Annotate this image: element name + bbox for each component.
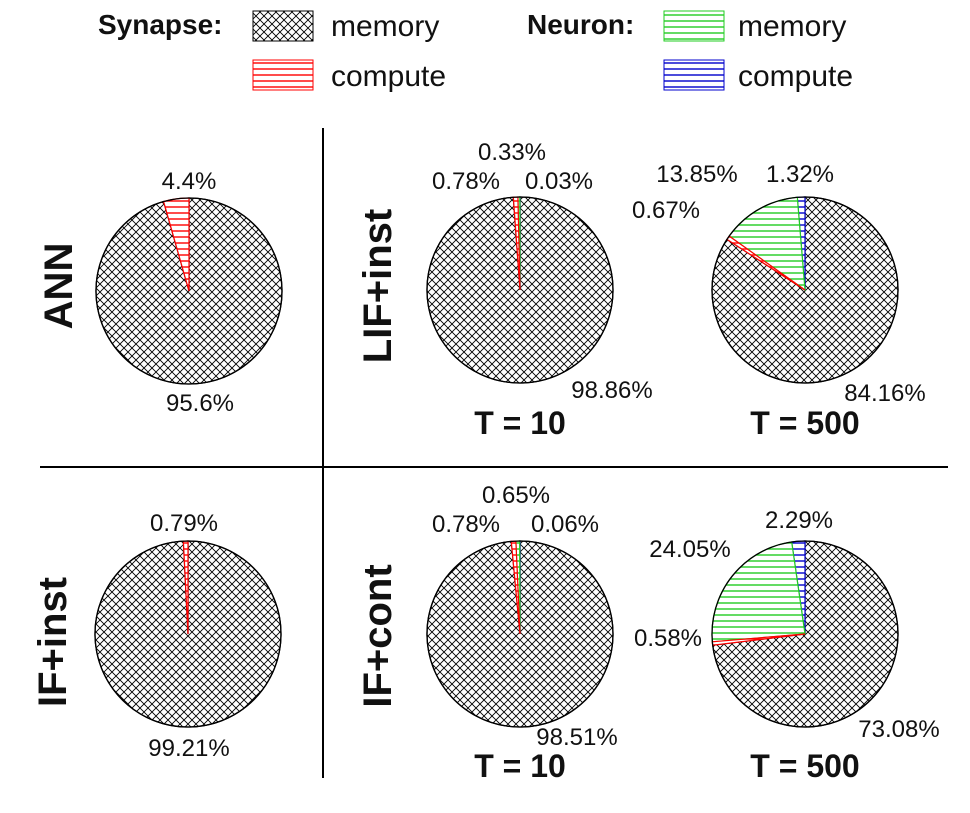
legend: Synapse: memory compute Neuron: memory c… xyxy=(98,9,853,93)
time-label-t500-bottom: T = 500 xyxy=(750,748,859,784)
legend-synapse-header: Synapse: xyxy=(98,9,223,40)
pie-chart-ifcont-t10: 98.51% 0.78%0.65%0.06% xyxy=(427,482,618,751)
legend-synapse-memory-label: memory xyxy=(331,10,439,43)
pie-label-neuron-compute: 1.32% xyxy=(766,161,834,188)
pie-label-neuron-memory: 0.65% xyxy=(482,482,550,509)
pie-label-synapse-memory: 73.08% xyxy=(858,716,939,743)
row-label-ann: ANN xyxy=(37,243,81,330)
time-label-t500-top: T = 500 xyxy=(750,405,859,441)
pie-chart-lif-t10: 98.86% 0.78%0.33%0.03% xyxy=(427,139,653,404)
row-label-if-cont: IF+cont xyxy=(356,564,400,707)
pie-label-synapse-compute: 0.58% xyxy=(634,625,702,652)
pie-chart-lif-t500: 84.16% 0.67% 13.85% 1.32% xyxy=(632,161,926,407)
pie-label-synapse-memory: 84.16% xyxy=(844,380,925,407)
pie-label-synapse-compute: 0.78% xyxy=(432,511,500,538)
pie-label-synapse-compute: 4.4% xyxy=(162,168,217,195)
legend-neuron-header: Neuron: xyxy=(527,9,634,40)
legend-neuron-compute-label: compute xyxy=(738,60,853,93)
pie-label-neuron-compute: 0.03% xyxy=(525,168,593,195)
pie-label-synapse-memory: 99.21% xyxy=(148,735,229,762)
pie-label-synapse-memory: 95.6% xyxy=(166,390,234,417)
pie-label-neuron-compute: 0.06% xyxy=(531,511,599,538)
legend-neuron-compute-swatch xyxy=(664,60,724,90)
legend-synapse-compute-swatch xyxy=(253,60,313,90)
pie-label-neuron-memory: 13.85% xyxy=(656,161,737,188)
pie-label-neuron-memory: 24.05% xyxy=(649,536,730,563)
time-label-t10-top: T = 10 xyxy=(474,405,566,441)
pie-label-synapse-compute: 0.67% xyxy=(632,197,700,224)
legend-synapse-compute-label: compute xyxy=(331,60,446,93)
pie-chart-ifcont-t500: 73.08% 0.58% 24.05% 2.29% xyxy=(634,507,940,743)
pie-label-synapse-compute: 0.79% xyxy=(150,510,218,537)
pie-label-synapse-memory: 98.86% xyxy=(571,377,652,404)
legend-neuron-memory-swatch xyxy=(664,11,724,41)
legend-synapse-memory-swatch xyxy=(253,11,313,41)
pie-chart-if-inst: 99.21% 0.79% xyxy=(95,510,281,762)
legend-neuron-memory-label: memory xyxy=(738,10,846,43)
row-label-if-inst: IF+inst xyxy=(31,577,75,707)
pie-label-neuron-compute: 2.29% xyxy=(765,507,833,534)
time-label-t10-bottom: T = 10 xyxy=(474,748,566,784)
pie-label-synapse-memory: 98.51% xyxy=(536,724,617,751)
pie-chart-ann: 95.6% 4.4% xyxy=(96,168,282,417)
pie-label-neuron-memory: 0.33% xyxy=(478,139,546,166)
row-label-lif-inst: LIF+inst xyxy=(356,209,400,363)
pie-label-synapse-compute: 0.78% xyxy=(432,168,500,195)
